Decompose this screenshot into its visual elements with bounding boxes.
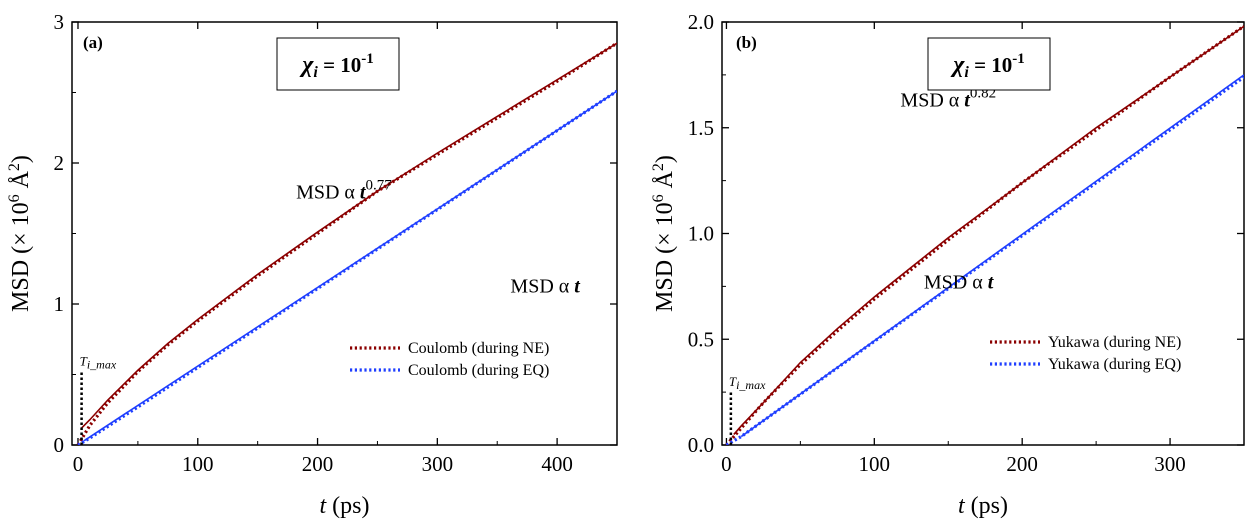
legend-entry-label: Coulomb (during NE) (408, 340, 549, 357)
x-tick-label: 100 (859, 452, 891, 476)
chi-exponent: -1 (361, 51, 374, 67)
tmax-marker-label: Ti_max (80, 354, 117, 372)
plot-area (725, 24, 1244, 445)
chi-symbol: χ (950, 52, 965, 78)
x-axis-label-unit: (ps) (326, 493, 369, 519)
legend-entry-label: Yukawa (during EQ) (1048, 356, 1181, 373)
annotation-base: MSD α (510, 276, 574, 298)
series-line-eq (77, 89, 617, 445)
panel-label: (a) (83, 33, 103, 52)
fit-line-ne (81, 42, 617, 429)
chi-exponent: -1 (1012, 51, 1025, 67)
panel-label: (b) (736, 33, 757, 52)
chi-inset-text: χi = 10-1 (950, 51, 1025, 81)
chart-panel-a: 0 100 200 300 400 0 1 2 3 t (ps) MSD (× 106 Å2) Ti_… (6, 10, 618, 519)
msd-annotation-eq: MSD α t (510, 276, 581, 298)
tmax-marker-label: Ti_max (729, 374, 766, 392)
y-tick-label: 0 (54, 433, 65, 457)
x-axis-label: t (ps) (320, 493, 370, 519)
x-tick-label: 300 (422, 452, 454, 476)
x-axis-label-unit: (ps) (965, 493, 1008, 519)
y-axis-label-close: ) (8, 155, 34, 163)
x-tick-label: 0 (721, 452, 732, 476)
tmax-label-main: T (80, 354, 88, 369)
annotation-base: MSD α (924, 271, 988, 293)
y-axis-label-unit: Å (652, 170, 678, 194)
y-tick-label: 2.0 (688, 10, 714, 34)
x-tick-label: 100 (182, 452, 214, 476)
y-tick-label: 2 (54, 151, 65, 175)
annotation-exponent: 0.77 (365, 177, 392, 193)
x-axis-label-var: t (320, 493, 328, 519)
y-tick-label: 3 (54, 10, 65, 34)
y-tick-label: 1.5 (688, 116, 714, 140)
x-axis-label: t (ps) (958, 493, 1008, 519)
x-tick-label: 200 (302, 452, 334, 476)
legend-entry-label: Coulomb (during EQ) (408, 362, 549, 379)
y-axis-label: MSD (× 106 Å2) (6, 155, 34, 312)
chi-inset-text: χi = 10-1 (299, 51, 374, 81)
x-tick-label: 300 (1154, 452, 1186, 476)
chart-panel-b: 0 100 200 300 0.0 0.5 1.0 1.5 2.0 t (ps) MSD (× 10… (650, 10, 1245, 519)
y-axis-label-exp: 6 (650, 194, 667, 202)
legend-entry-label: Yukawa (during NE) (1048, 334, 1181, 351)
tmax-label-sub: i_max (87, 358, 117, 372)
chi-inset-box (276, 37, 400, 91)
tmax-label-main: T (729, 374, 737, 389)
y-axis-label-close: ) (652, 155, 678, 163)
x-tick-label: 200 (1006, 452, 1038, 476)
annotation-var: t (360, 181, 367, 203)
chi-equals: = 10 (318, 53, 361, 77)
annotation-var: t (964, 90, 971, 112)
y-axis-label-unit: Å (8, 170, 34, 194)
annotation-base: MSD α (296, 181, 360, 203)
chi-symbol: χ (299, 52, 314, 78)
x-axis-label-var: t (958, 493, 966, 519)
y-axis-label-exp: 2 (6, 163, 23, 171)
series-line-eq (725, 75, 1244, 445)
y-tick-label: 1.0 (688, 222, 714, 246)
annotation-base: MSD α (900, 90, 964, 112)
y-axis-label-exp: 2 (650, 163, 667, 171)
chi-subscript: i (313, 64, 318, 81)
series-line-ne (725, 24, 1244, 445)
series-line-ne (76, 41, 617, 445)
y-axis-label-exp: 6 (6, 194, 23, 202)
plot-area (76, 41, 617, 445)
annotation-var: t (574, 276, 581, 298)
x-tick-label: 400 (541, 452, 573, 476)
tmax-label-sub: i_max (736, 378, 766, 392)
chi-equals: = 10 (969, 53, 1012, 77)
y-tick-label: 0.5 (688, 327, 714, 351)
y-tick-label: 1 (54, 292, 65, 316)
annotation-var: t (988, 271, 995, 293)
chi-subscript: i (964, 64, 969, 81)
y-axis-label-main: MSD (× 10 (652, 202, 678, 312)
x-tick-label: 0 (73, 452, 84, 476)
msd-annotation-eq: MSD α t (924, 271, 995, 293)
y-tick-label: 0.0 (688, 433, 714, 457)
chi-inset-box (927, 37, 1051, 91)
fit-line-ne (733, 25, 1244, 435)
y-axis-label: MSD (× 106 Å2) (650, 155, 678, 312)
msd-annotation-ne: MSD α t0.77 (296, 177, 392, 203)
y-axis-label-main: MSD (× 10 (8, 202, 34, 312)
